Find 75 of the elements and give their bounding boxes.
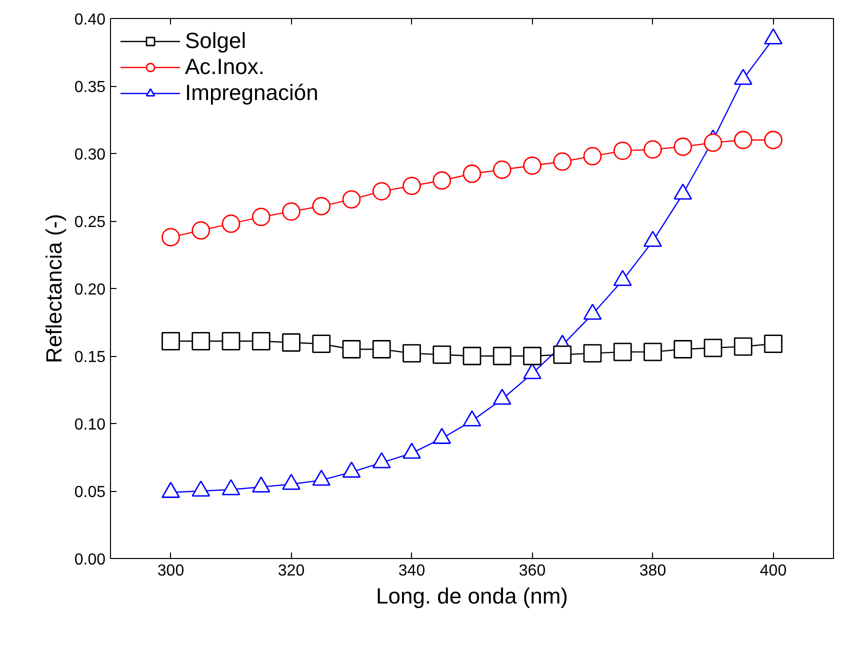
- point: [523, 346, 542, 366]
- point: [192, 480, 210, 497]
- point: [674, 138, 692, 156]
- y-tick-label: 0.35: [74, 79, 106, 96]
- point: [282, 333, 300, 352]
- point: [462, 164, 482, 183]
- point: [704, 134, 722, 152]
- point: [644, 342, 662, 362]
- point: [462, 410, 482, 426]
- point: [342, 462, 361, 478]
- point: [523, 156, 542, 175]
- point: [252, 332, 270, 350]
- point: [192, 221, 210, 240]
- point: [583, 147, 602, 166]
- y-tick-label: 0.40: [74, 12, 106, 28]
- point: [674, 340, 692, 358]
- x-tick-label: 320: [278, 562, 305, 580]
- point: [734, 130, 752, 150]
- point: [764, 334, 782, 354]
- point: [162, 332, 180, 350]
- point: [764, 130, 782, 150]
- point: [432, 345, 452, 364]
- point: [252, 208, 270, 226]
- point: [372, 340, 391, 358]
- legend-label: Impregnación: [185, 80, 318, 106]
- point: [402, 442, 421, 459]
- point: [162, 482, 180, 498]
- point: [342, 190, 361, 209]
- point: [462, 346, 482, 366]
- point: [252, 476, 270, 493]
- y-tick-label: 0.05: [74, 484, 106, 501]
- point: [492, 346, 512, 366]
- y-tick-label: 0.20: [74, 282, 106, 298]
- point: [312, 470, 331, 486]
- point: [312, 334, 331, 354]
- x-tick-label: 400: [760, 562, 787, 580]
- x-tick-label: 380: [639, 562, 666, 580]
- point: [162, 228, 180, 246]
- point: [372, 452, 391, 468]
- legend-label: Ac.Inox.: [185, 54, 264, 80]
- point: [553, 152, 572, 171]
- x-axis-title: Long. de onda (nm): [376, 584, 568, 608]
- point: [282, 474, 300, 490]
- y-axis-title: Reflectancia (-): [41, 214, 66, 364]
- point: [222, 479, 240, 496]
- point: [432, 428, 452, 444]
- point: [734, 337, 752, 356]
- y-tick-label: 0.15: [74, 349, 106, 366]
- point: [402, 344, 421, 362]
- point: [704, 338, 722, 358]
- point: [553, 345, 572, 364]
- point: [372, 182, 391, 200]
- x-tick-label: 340: [398, 562, 426, 580]
- y-tick-label: 0.25: [74, 214, 106, 231]
- y-tick-label: 0.10: [74, 416, 106, 434]
- point: [583, 344, 602, 362]
- x-tick-label: 360: [518, 562, 546, 580]
- point: [222, 332, 240, 350]
- y-tick-label: 0.00: [74, 552, 106, 568]
- point: [312, 196, 331, 216]
- point: [492, 160, 512, 179]
- point: [613, 142, 632, 160]
- point: [613, 342, 632, 362]
- point: [342, 340, 361, 358]
- point: [644, 140, 662, 159]
- point: [402, 176, 421, 196]
- point: [192, 332, 210, 350]
- point: [432, 171, 452, 190]
- legend-label: Solgel: [185, 28, 246, 54]
- y-tick-label: 0.30: [74, 146, 106, 164]
- x-tick-label: 300: [157, 562, 184, 580]
- point: [282, 202, 300, 221]
- point: [492, 388, 512, 405]
- point: [523, 363, 542, 380]
- point: [222, 214, 240, 233]
